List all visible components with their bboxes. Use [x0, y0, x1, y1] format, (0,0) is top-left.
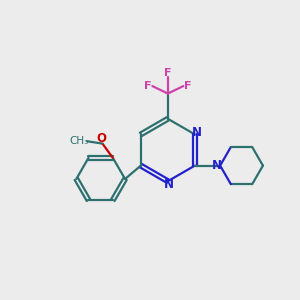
Text: N: N [192, 125, 202, 139]
Text: O: O [96, 132, 106, 145]
Text: N: N [212, 159, 222, 172]
Text: F: F [145, 80, 152, 91]
Text: N: N [164, 178, 174, 191]
Text: F: F [164, 68, 172, 78]
Text: CH₃: CH₃ [69, 136, 88, 146]
Text: F: F [184, 80, 191, 91]
